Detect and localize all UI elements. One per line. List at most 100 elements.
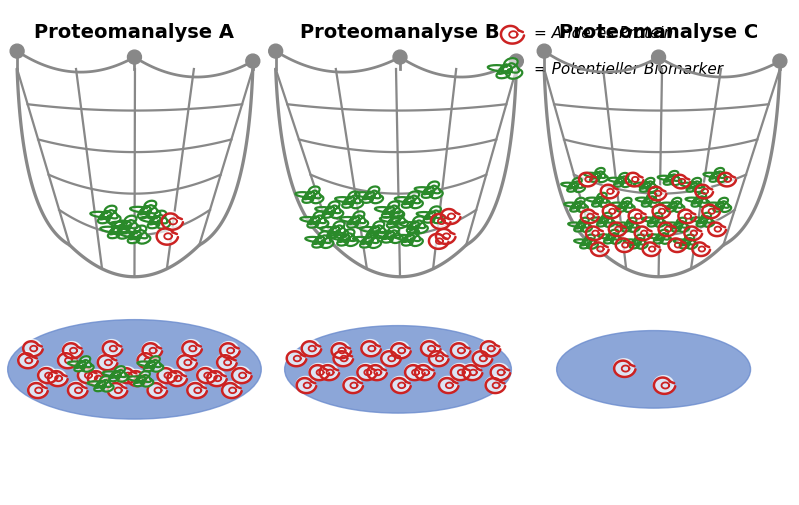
Polygon shape <box>568 218 592 232</box>
Polygon shape <box>296 376 315 392</box>
Polygon shape <box>286 349 305 365</box>
Polygon shape <box>666 218 690 232</box>
Polygon shape <box>62 341 81 358</box>
Polygon shape <box>428 232 447 248</box>
Polygon shape <box>608 173 632 187</box>
Polygon shape <box>18 351 37 367</box>
Text: = Anderes Protein: = Anderes Protein <box>535 26 674 41</box>
Polygon shape <box>130 200 161 219</box>
Polygon shape <box>127 370 145 385</box>
Polygon shape <box>197 367 216 382</box>
Polygon shape <box>333 349 352 365</box>
Polygon shape <box>708 221 725 235</box>
Polygon shape <box>690 213 714 227</box>
Polygon shape <box>602 203 619 218</box>
Polygon shape <box>88 376 113 391</box>
Polygon shape <box>703 168 727 182</box>
Polygon shape <box>335 191 364 208</box>
Polygon shape <box>590 241 607 255</box>
Polygon shape <box>137 356 163 372</box>
Circle shape <box>652 50 666 64</box>
Polygon shape <box>586 193 610 207</box>
Polygon shape <box>309 364 328 379</box>
Polygon shape <box>330 229 358 246</box>
Polygon shape <box>220 341 238 358</box>
Polygon shape <box>439 376 457 392</box>
Polygon shape <box>22 339 42 356</box>
Polygon shape <box>391 341 409 358</box>
Polygon shape <box>598 230 622 244</box>
Polygon shape <box>217 354 235 369</box>
Polygon shape <box>416 207 445 223</box>
Ellipse shape <box>8 320 261 419</box>
Polygon shape <box>137 351 156 367</box>
Polygon shape <box>97 354 116 369</box>
Circle shape <box>393 50 407 64</box>
Polygon shape <box>177 354 196 369</box>
Text: Proteomanalyse A: Proteomanalyse A <box>34 23 234 42</box>
Circle shape <box>268 44 283 58</box>
Polygon shape <box>626 171 642 186</box>
Circle shape <box>773 54 787 68</box>
Polygon shape <box>404 364 423 379</box>
Circle shape <box>537 44 551 58</box>
Polygon shape <box>487 58 523 79</box>
Polygon shape <box>574 234 598 249</box>
Polygon shape <box>634 225 651 239</box>
Polygon shape <box>564 198 588 212</box>
Polygon shape <box>654 376 674 393</box>
Polygon shape <box>58 351 76 367</box>
Polygon shape <box>100 221 130 239</box>
Polygon shape <box>578 171 595 186</box>
Polygon shape <box>652 203 669 218</box>
Polygon shape <box>161 212 181 229</box>
Circle shape <box>510 54 523 68</box>
Polygon shape <box>221 381 240 397</box>
Polygon shape <box>355 186 383 203</box>
Polygon shape <box>678 208 695 222</box>
Polygon shape <box>658 221 675 235</box>
Polygon shape <box>435 227 454 243</box>
Polygon shape <box>90 206 121 224</box>
Polygon shape <box>451 364 469 379</box>
Polygon shape <box>320 221 348 238</box>
Polygon shape <box>636 193 659 207</box>
Polygon shape <box>440 208 459 223</box>
Polygon shape <box>648 185 665 199</box>
Polygon shape <box>207 370 225 385</box>
Circle shape <box>246 54 260 68</box>
Polygon shape <box>305 231 333 248</box>
Polygon shape <box>380 211 408 228</box>
Polygon shape <box>624 234 648 249</box>
Polygon shape <box>319 364 338 379</box>
Polygon shape <box>367 364 385 379</box>
Polygon shape <box>147 381 165 397</box>
Polygon shape <box>300 211 328 228</box>
Polygon shape <box>28 381 46 397</box>
Polygon shape <box>232 367 250 382</box>
Polygon shape <box>561 178 585 192</box>
Polygon shape <box>301 339 320 356</box>
Polygon shape <box>400 216 427 233</box>
Polygon shape <box>600 183 618 197</box>
Polygon shape <box>107 381 126 397</box>
Polygon shape <box>431 212 449 228</box>
Circle shape <box>128 50 141 64</box>
Polygon shape <box>634 178 658 192</box>
Polygon shape <box>395 191 423 208</box>
Polygon shape <box>684 225 701 239</box>
Polygon shape <box>102 339 121 356</box>
Polygon shape <box>616 218 640 232</box>
Polygon shape <box>375 201 403 218</box>
Ellipse shape <box>557 331 750 408</box>
Polygon shape <box>428 349 447 365</box>
Polygon shape <box>672 173 689 187</box>
Polygon shape <box>480 339 499 356</box>
Polygon shape <box>316 201 344 218</box>
Polygon shape <box>451 341 469 358</box>
Polygon shape <box>127 371 153 387</box>
Polygon shape <box>686 193 710 207</box>
Polygon shape <box>500 24 523 42</box>
Polygon shape <box>331 341 350 358</box>
Polygon shape <box>668 237 685 251</box>
